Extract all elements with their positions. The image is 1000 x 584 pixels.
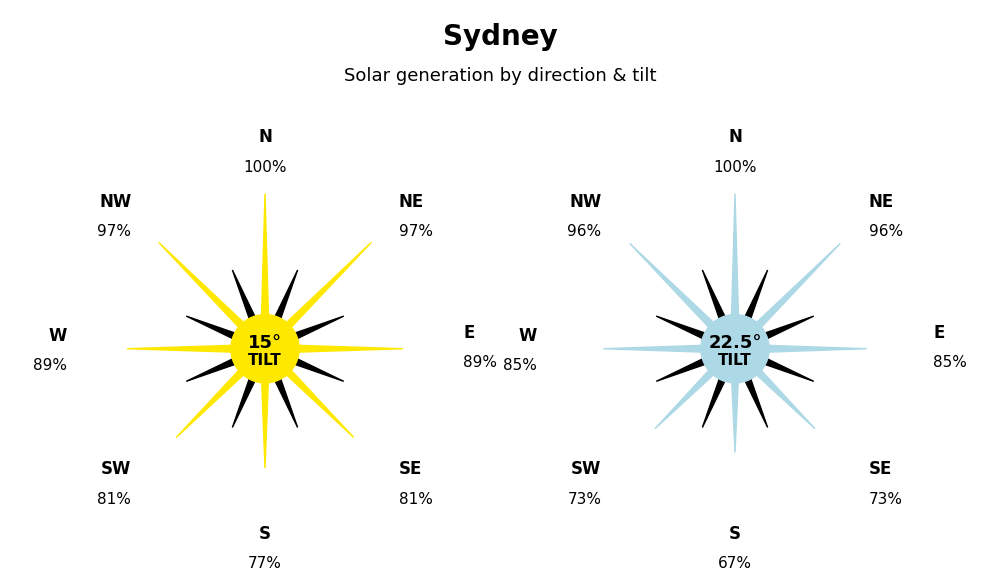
Polygon shape [656,316,735,349]
Text: 85%: 85% [933,355,967,370]
Polygon shape [735,345,867,353]
Text: NW: NW [569,193,601,211]
Polygon shape [159,242,265,349]
Polygon shape [261,349,269,468]
Polygon shape [656,349,735,381]
Polygon shape [186,349,265,381]
Text: NE: NE [869,193,894,211]
Polygon shape [265,349,344,381]
Polygon shape [735,349,815,429]
Text: 96%: 96% [869,224,903,239]
Text: 89%: 89% [33,358,67,373]
Text: NE: NE [399,193,424,211]
Text: E: E [933,324,945,342]
Text: 81%: 81% [399,492,433,507]
Text: 97%: 97% [399,224,433,239]
Text: N: N [258,128,272,147]
Polygon shape [127,345,265,353]
Text: SE: SE [399,460,422,478]
Text: Solar generation by direction & tilt: Solar generation by direction & tilt [344,67,656,85]
Text: 73%: 73% [869,492,903,507]
Text: 73%: 73% [567,492,601,507]
Polygon shape [735,244,840,349]
Text: 77%: 77% [248,557,282,571]
Polygon shape [702,349,735,427]
Text: NW: NW [99,193,131,211]
Text: E: E [463,324,475,342]
Polygon shape [261,194,269,349]
Polygon shape [731,349,739,453]
Text: 67%: 67% [718,557,752,571]
Polygon shape [603,345,735,353]
Text: S: S [729,525,741,543]
Text: SW: SW [101,460,131,478]
Polygon shape [232,349,265,427]
Text: N: N [728,128,742,147]
Text: 15°: 15° [248,333,282,352]
Polygon shape [265,316,344,349]
Polygon shape [265,270,298,349]
Polygon shape [735,270,768,349]
Text: 97%: 97% [97,224,131,239]
Polygon shape [231,315,299,383]
Polygon shape [735,349,768,427]
Polygon shape [232,270,265,349]
Polygon shape [265,349,298,427]
Text: 22.5°: 22.5° [708,333,762,352]
Text: 85%: 85% [503,358,537,373]
Text: SE: SE [869,460,892,478]
Text: 100%: 100% [713,159,757,175]
Polygon shape [701,315,769,383]
Text: 89%: 89% [463,355,497,370]
Text: TILT: TILT [718,353,752,368]
Polygon shape [702,270,735,349]
Polygon shape [265,242,371,349]
Polygon shape [731,194,739,349]
Polygon shape [630,244,735,349]
Text: W: W [48,327,67,345]
Polygon shape [265,345,403,353]
Text: SW: SW [571,460,601,478]
Polygon shape [735,349,814,381]
Text: W: W [518,327,537,345]
Polygon shape [176,349,265,437]
Text: Sydney: Sydney [443,23,557,51]
Polygon shape [655,349,735,429]
Text: 81%: 81% [97,492,131,507]
Text: S: S [259,525,271,543]
Text: 96%: 96% [567,224,601,239]
Polygon shape [265,349,354,437]
Text: TILT: TILT [248,353,282,368]
Text: 100%: 100% [243,159,287,175]
Polygon shape [735,316,814,349]
Polygon shape [186,316,265,349]
